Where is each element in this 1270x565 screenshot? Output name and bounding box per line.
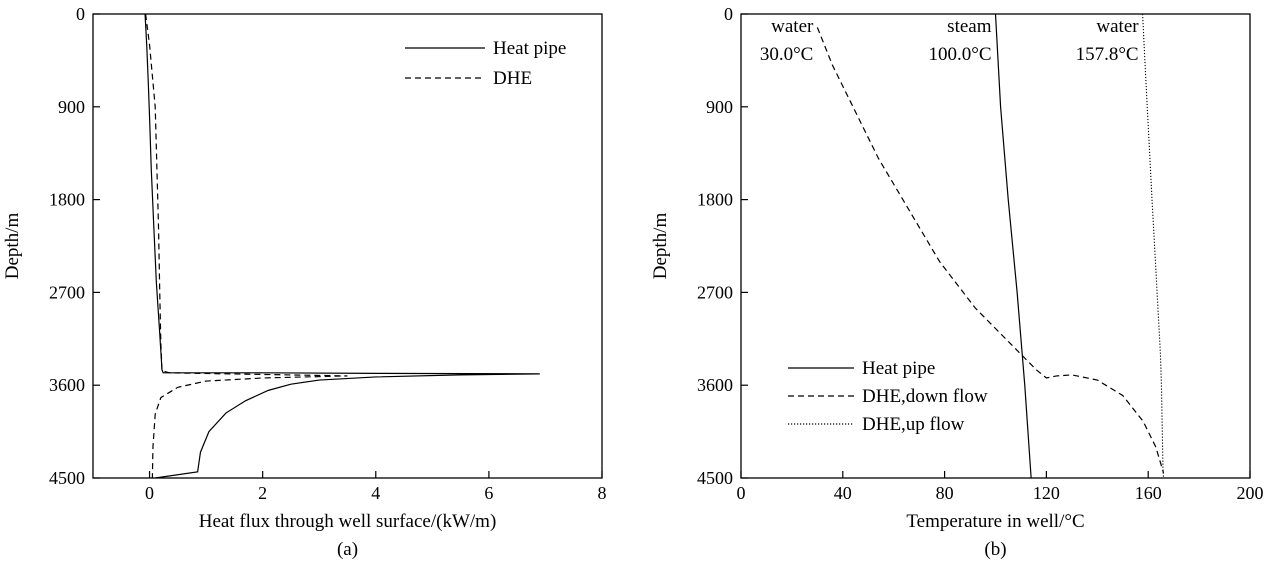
annotation-phase: steam [947,16,992,37]
annotation-phase: water [1096,16,1139,37]
plot-area-frame [92,13,603,479]
y-tick-label: 0 [724,4,733,24]
x-tick-label: 2 [258,483,267,503]
y-tick-label: 4500 [49,468,85,488]
annotation-temperature: 157.8°C [1076,44,1139,65]
y-tick-label: 0 [76,4,85,24]
y-axis-label: Depth/m [650,213,671,280]
y-tick-label: 2700 [697,282,733,302]
y-tick-label: 1800 [697,190,733,210]
x-axis-label: Temperature in well/°C [906,511,1084,532]
y-tick-label: 3600 [697,375,733,395]
panel-label: (a) [337,539,358,560]
x-tick-label: 6 [484,483,493,503]
panel-a: 0 2 4 6 8 0 900 1800 2700 3600 4500 Heat flux throu… [2,4,607,560]
x-tick-label: 160 [1135,483,1162,503]
x-tick-label: 0 [145,483,154,503]
panel-b: 0 40 80 120 160 200 0 900 1800 2700 3600 4500 Temper… [650,4,1264,560]
legend-entry-label: DHE [493,68,532,89]
series-line-heat-pipe [144,13,540,479]
y-tick-label: 1800 [49,190,85,210]
x-tick-label: 120 [1033,483,1060,503]
x-tick-label: 8 [598,483,607,503]
annotation-temperature: 30.0°C [760,44,814,65]
series-line-dhe [145,13,348,479]
plot-area-frame [740,13,1251,479]
x-tick-label: 0 [737,483,746,503]
y-tick-label: 3600 [49,375,85,395]
annotation-temperature: 100.0°C [928,44,991,65]
x-tick-label: 80 [936,483,954,503]
series-line-dhe-up-flow [1142,13,1165,479]
legend-entry-label: Heat pipe [493,38,566,59]
y-tick-label: 4500 [697,468,733,488]
x-tick-label: 200 [1237,483,1264,503]
x-tick-label: 4 [371,483,380,503]
series-line-dhe-down-flow [816,27,1165,474]
x-tick-label: 40 [834,483,852,503]
legend-entry-label: DHE,down flow [862,386,988,407]
x-axis-label: Heat flux through well surface/(kW/m) [199,511,497,532]
annotation-phase: water [771,16,814,37]
panel-label: (b) [984,539,1006,560]
y-tick-label: 2700 [49,282,85,302]
y-tick-label: 900 [58,97,85,117]
legend-entry-label: DHE,up flow [862,414,965,435]
legend-entry-label: Heat pipe [862,358,935,379]
y-tick-label: 900 [706,97,733,117]
y-axis-label: Depth/m [2,213,23,280]
series-line-heat-pipe [994,13,1032,479]
